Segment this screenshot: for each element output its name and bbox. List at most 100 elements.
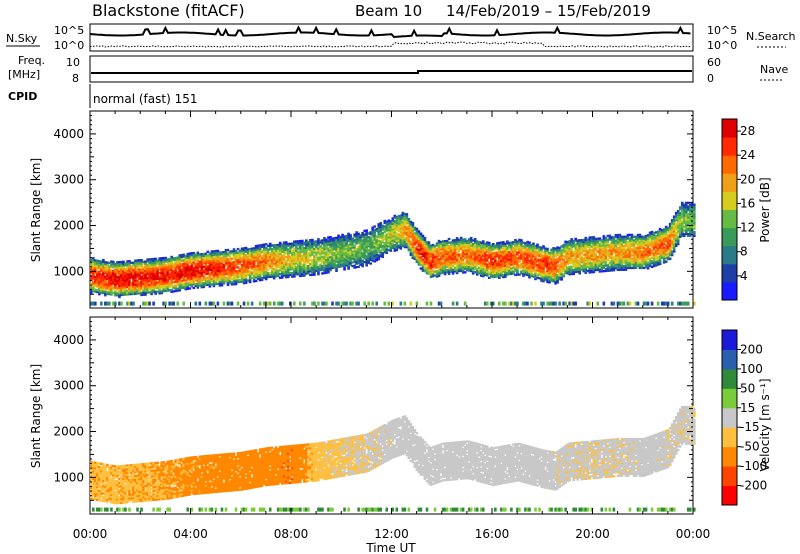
power-cell	[92, 264, 95, 267]
power-cell	[319, 250, 322, 253]
power-cell	[262, 272, 266, 276]
power-cell	[295, 249, 298, 252]
power-cell	[315, 240, 318, 243]
power-cell	[299, 263, 302, 267]
power-cell	[407, 217, 411, 221]
power-cell	[264, 268, 268, 272]
power-cell	[106, 276, 109, 279]
power-cell	[421, 249, 425, 252]
power-cell	[102, 282, 105, 286]
power-cell	[152, 274, 155, 277]
power-cell	[162, 280, 165, 284]
power-cell	[196, 286, 200, 289]
power-cell	[126, 285, 129, 289]
power-cell	[299, 260, 302, 263]
power-cell	[224, 259, 228, 263]
power-cell	[520, 239, 523, 242]
power-cell	[373, 252, 377, 256]
power-cell	[260, 267, 264, 271]
power-cell	[216, 264, 220, 267]
power-cell	[94, 283, 97, 286]
power-cell	[166, 272, 169, 276]
power-cell	[272, 267, 276, 271]
power-cell	[120, 280, 123, 284]
power-cell	[266, 250, 270, 253]
power-cell	[256, 277, 260, 280]
power-cell	[371, 228, 374, 231]
power-cell	[274, 275, 278, 278]
power-cell	[299, 256, 302, 259]
power-cell	[132, 281, 135, 285]
power-cell	[433, 254, 437, 257]
power-cell	[317, 269, 320, 272]
power-cell	[331, 259, 334, 262]
power-cell	[180, 275, 184, 279]
power-cell	[329, 246, 332, 250]
power-cell	[317, 240, 320, 243]
power-cell	[136, 264, 139, 268]
power-cell	[441, 271, 445, 274]
power-cell	[180, 270, 184, 273]
power-cell	[234, 249, 238, 253]
power-cell	[106, 263, 109, 266]
power-cell	[130, 285, 133, 288]
power-cell	[118, 266, 121, 269]
power-cell	[136, 261, 139, 264]
power-cell	[212, 259, 216, 262]
power-cell	[295, 251, 298, 254]
power-cell	[272, 271, 276, 274]
power-cell	[92, 280, 95, 284]
power-cell	[355, 236, 358, 240]
power-cell	[126, 284, 129, 287]
power-cell	[236, 257, 240, 260]
power-cell	[134, 261, 137, 264]
power-cell	[210, 252, 214, 255]
power-cell	[102, 266, 105, 269]
power-cell	[431, 251, 435, 254]
beam-label: Beam 10	[355, 2, 422, 20]
power-cell	[204, 272, 208, 276]
power-cell	[387, 219, 391, 222]
power-cell	[417, 244, 421, 248]
power-cell	[96, 279, 99, 283]
power-cell	[387, 234, 391, 237]
power-cell	[150, 261, 153, 265]
power-cell	[270, 262, 274, 265]
power-cell	[313, 301, 316, 306]
power-cell	[248, 280, 252, 284]
power-cell	[327, 260, 330, 263]
power-cell	[329, 265, 332, 268]
power-cell	[208, 281, 212, 284]
power-cell	[142, 282, 145, 285]
power-cell	[170, 261, 173, 264]
power-cell	[383, 251, 387, 254]
power-cell	[403, 240, 407, 243]
power-cell	[417, 259, 421, 262]
power-cell	[367, 241, 370, 244]
power-cell	[114, 268, 117, 271]
power-cell	[158, 275, 161, 278]
power-cell	[108, 278, 111, 281]
power-cell	[270, 266, 274, 269]
power-cell	[419, 258, 423, 261]
power-cell	[214, 281, 218, 284]
power-cell	[280, 301, 284, 306]
power-cell	[178, 285, 182, 288]
power-cell	[258, 247, 262, 251]
power-cell	[351, 237, 354, 240]
power-cell	[405, 233, 409, 236]
power-cell	[369, 233, 372, 236]
power-cell	[433, 274, 437, 277]
power-cell	[303, 256, 306, 259]
power-cell	[162, 288, 165, 291]
power-cell	[226, 268, 230, 272]
power-cell	[226, 259, 230, 263]
power-cell	[361, 231, 364, 235]
power-cell	[156, 266, 159, 270]
power-cell	[367, 248, 370, 252]
power-cell	[337, 263, 340, 267]
power-cell	[383, 301, 387, 306]
power-cell	[443, 258, 447, 261]
power-cell	[170, 264, 173, 268]
power-cell	[172, 286, 176, 289]
